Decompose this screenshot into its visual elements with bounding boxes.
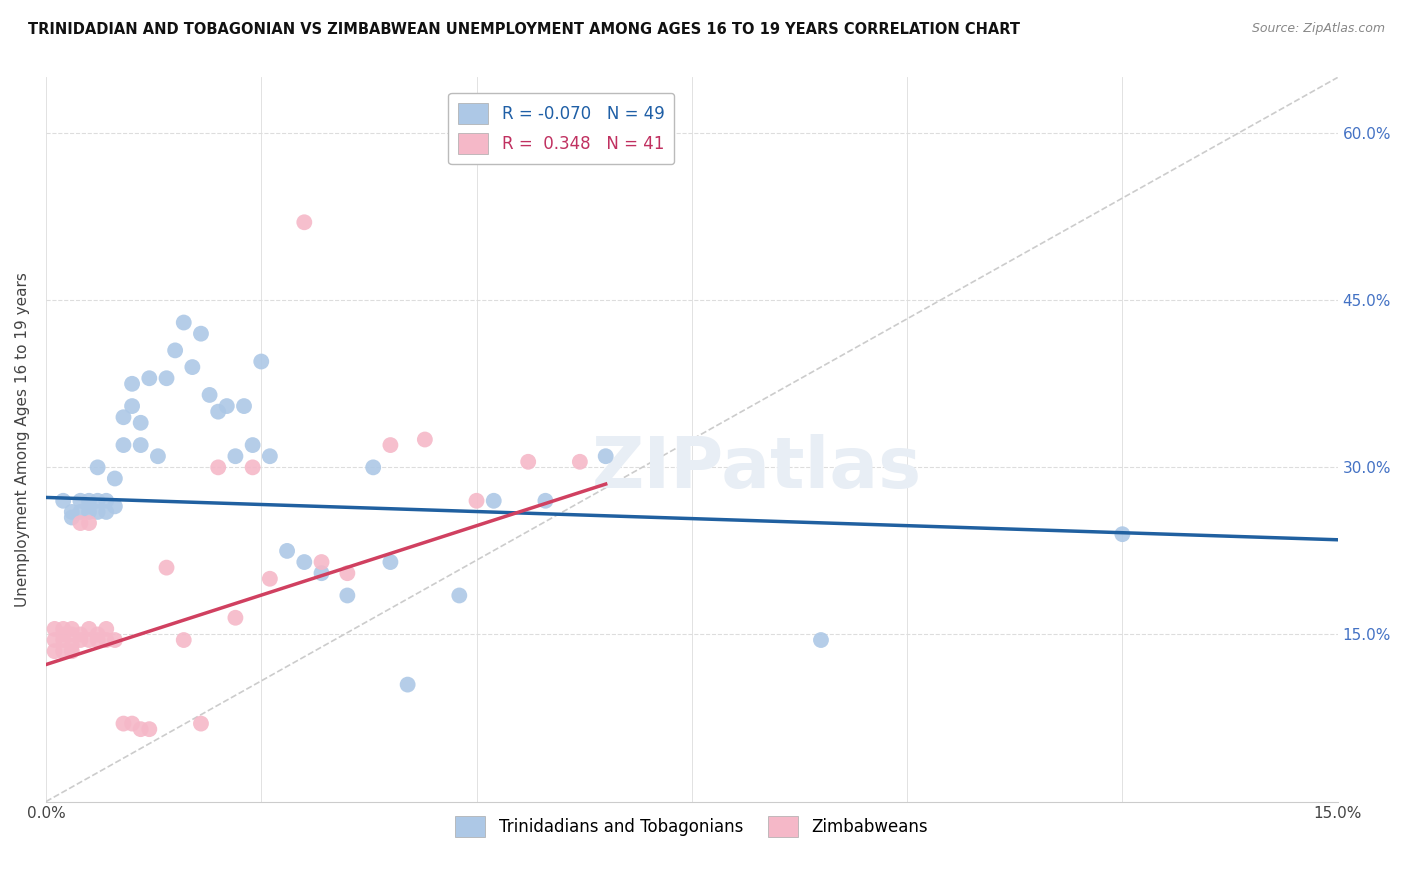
Point: [69, 627, 91, 641]
Point: [52, 627, 75, 641]
Point: [173, 316, 195, 330]
Point: [52, 493, 75, 508]
Point: [77, 516, 100, 530]
Point: [449, 589, 471, 603]
Point: [224, 449, 246, 463]
Point: [60, 627, 83, 641]
Point: [44, 644, 66, 658]
Point: [60, 644, 83, 658]
Point: [77, 633, 100, 648]
Legend: Trinidadians and Tobagonians, Zimbabweans: Trinidadians and Tobagonians, Zimbabwean…: [449, 809, 935, 844]
Point: [121, 716, 143, 731]
Point: [86, 505, 108, 519]
Point: [190, 326, 212, 341]
Point: [96, 493, 118, 508]
Point: [52, 633, 75, 648]
Point: [190, 716, 212, 731]
Text: Source: ZipAtlas.com: Source: ZipAtlas.com: [1251, 22, 1385, 36]
Point: [361, 460, 384, 475]
Point: [44, 633, 66, 648]
Point: [259, 572, 281, 586]
Point: [129, 438, 152, 452]
Point: [69, 516, 91, 530]
Point: [60, 505, 83, 519]
Point: [60, 622, 83, 636]
Point: [69, 493, 91, 508]
Point: [112, 410, 135, 425]
Point: [1111, 527, 1133, 541]
Point: [129, 416, 152, 430]
Point: [465, 493, 488, 508]
Y-axis label: Unemployment Among Ages 16 to 19 years: Unemployment Among Ages 16 to 19 years: [15, 272, 30, 607]
Point: [207, 460, 229, 475]
Point: [104, 633, 127, 648]
Point: [138, 722, 160, 736]
Point: [77, 622, 100, 636]
Point: [292, 215, 315, 229]
Point: [112, 716, 135, 731]
Point: [534, 493, 557, 508]
Point: [86, 460, 108, 475]
Point: [224, 611, 246, 625]
Point: [233, 399, 256, 413]
Text: ZIPatlas: ZIPatlas: [592, 434, 921, 503]
Point: [86, 493, 108, 508]
Point: [52, 622, 75, 636]
Point: [138, 371, 160, 385]
Point: [121, 399, 143, 413]
Point: [77, 505, 100, 519]
Point: [259, 449, 281, 463]
Point: [155, 560, 177, 574]
Point: [104, 500, 127, 514]
Point: [517, 455, 540, 469]
Point: [198, 388, 221, 402]
Point: [112, 438, 135, 452]
Point: [96, 622, 118, 636]
Point: [380, 555, 402, 569]
Point: [86, 633, 108, 648]
Point: [44, 622, 66, 636]
Point: [413, 433, 436, 447]
Point: [311, 566, 333, 581]
Point: [77, 500, 100, 514]
Point: [129, 722, 152, 736]
Point: [96, 633, 118, 648]
Point: [69, 633, 91, 648]
Point: [595, 449, 617, 463]
Point: [482, 493, 505, 508]
Point: [250, 354, 273, 368]
Point: [242, 460, 264, 475]
Point: [52, 644, 75, 658]
Point: [121, 376, 143, 391]
Point: [810, 633, 832, 648]
Point: [86, 627, 108, 641]
Point: [146, 449, 169, 463]
Point: [104, 471, 127, 485]
Point: [568, 455, 591, 469]
Point: [336, 589, 359, 603]
Point: [396, 677, 419, 691]
Point: [60, 510, 83, 524]
Point: [207, 404, 229, 418]
Point: [215, 399, 238, 413]
Point: [96, 505, 118, 519]
Point: [155, 371, 177, 385]
Point: [380, 438, 402, 452]
Point: [60, 639, 83, 653]
Text: TRINIDADIAN AND TOBAGONIAN VS ZIMBABWEAN UNEMPLOYMENT AMONG AGES 16 TO 19 YEARS : TRINIDADIAN AND TOBAGONIAN VS ZIMBABWEAN…: [28, 22, 1021, 37]
Point: [292, 555, 315, 569]
Point: [336, 566, 359, 581]
Point: [311, 555, 333, 569]
Point: [69, 505, 91, 519]
Point: [242, 438, 264, 452]
Point: [165, 343, 187, 358]
Point: [276, 544, 298, 558]
Point: [181, 360, 204, 375]
Point: [77, 493, 100, 508]
Point: [173, 633, 195, 648]
